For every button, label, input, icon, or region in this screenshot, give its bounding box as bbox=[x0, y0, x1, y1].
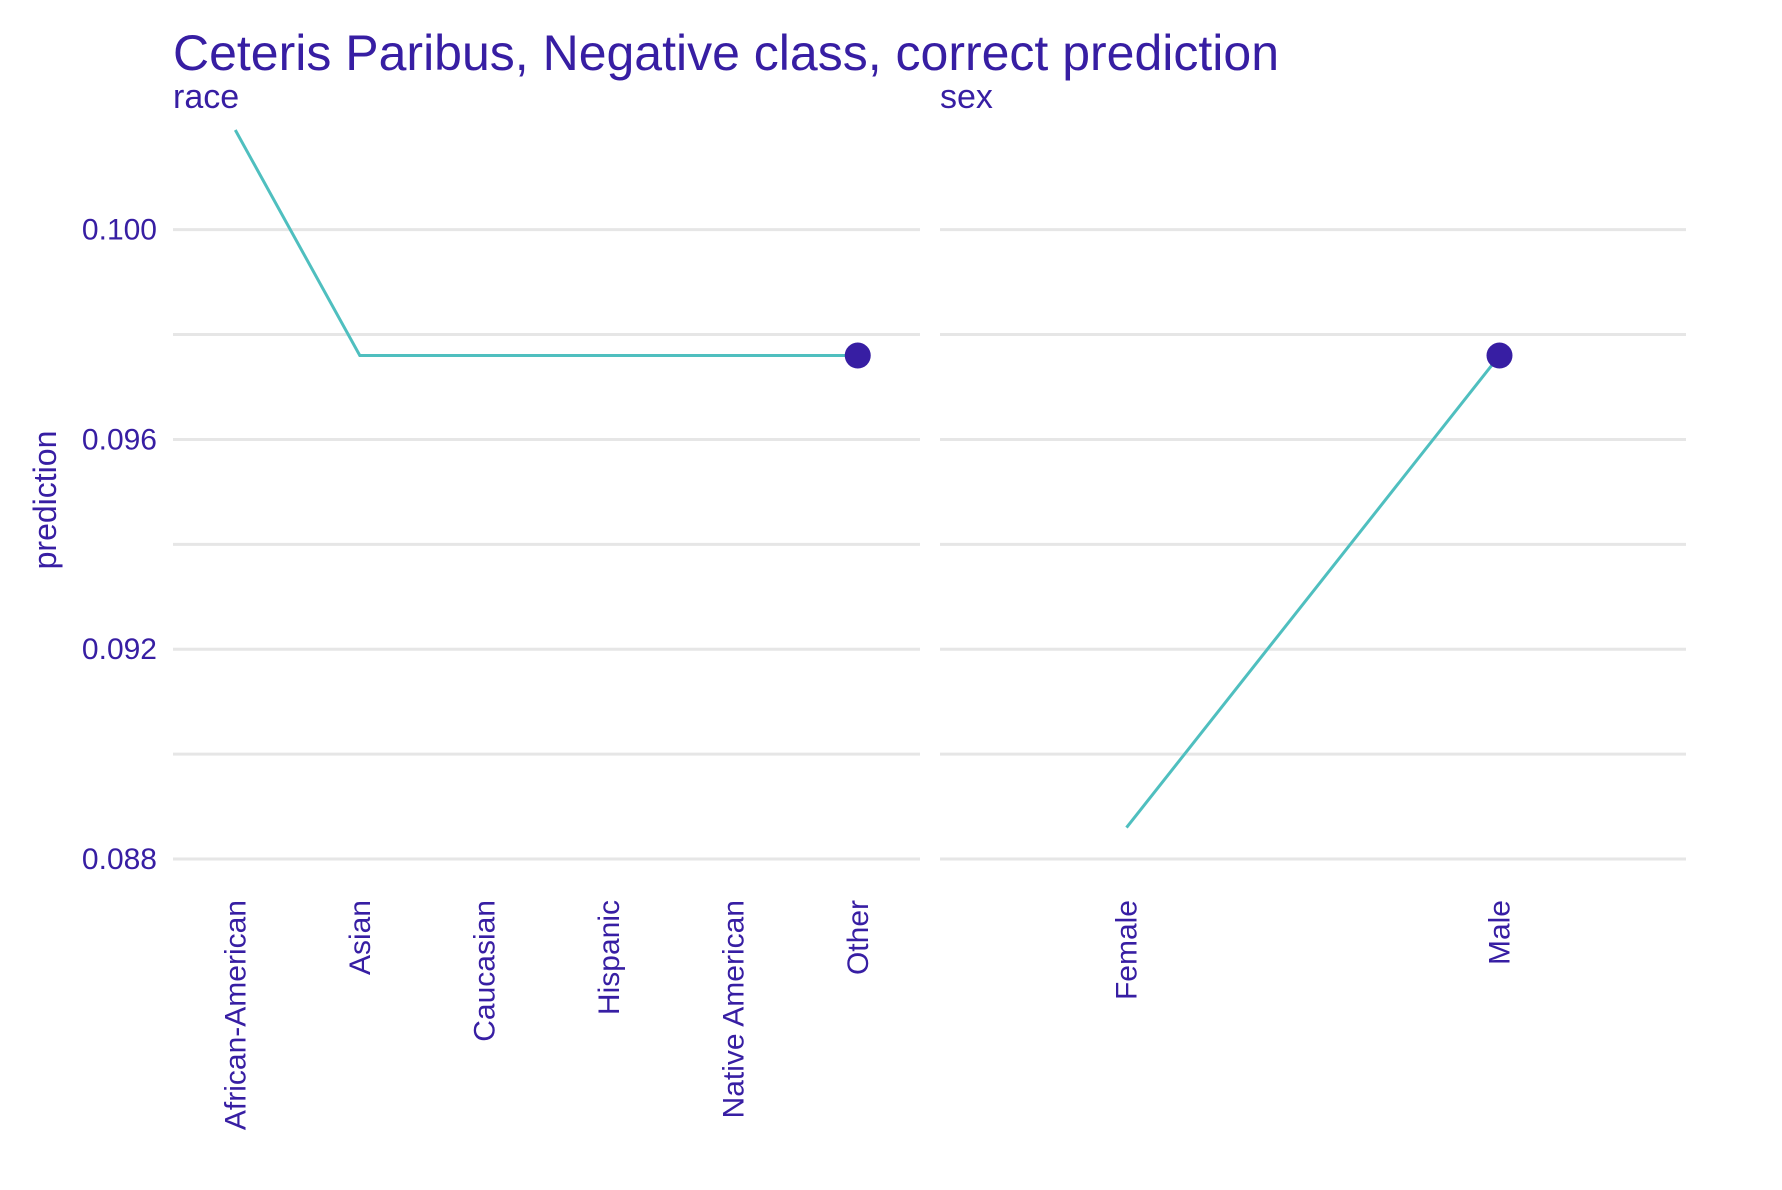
x-tick-label: Native American bbox=[717, 900, 750, 1118]
facet-panel-race: race African-American Asian Caucasian Hispan… bbox=[173, 78, 920, 1130]
facet-label: sex bbox=[940, 78, 993, 116]
x-tick-label: Male bbox=[1484, 900, 1517, 965]
x-tick-label: Caucasian bbox=[468, 900, 501, 1042]
x-tick-label: Other bbox=[842, 900, 875, 975]
facet-label: race bbox=[173, 78, 239, 116]
profile-line bbox=[233, 129, 858, 357]
profile-line bbox=[1125, 354, 1501, 829]
y-axis-title: prediction bbox=[27, 431, 63, 570]
chart-title: Ceteris Paribus, Negative class, correct… bbox=[173, 25, 1279, 81]
y-tick-label: 0.096 bbox=[82, 423, 157, 456]
observation-point bbox=[1486, 342, 1513, 369]
facet-panels: race African-American Asian Caucasian Hispan… bbox=[173, 78, 1686, 1130]
x-tick-label: Hispanic bbox=[593, 900, 626, 1015]
x-tick-label: African-American bbox=[219, 900, 252, 1130]
facet-panel-sex: sex Female Male bbox=[940, 78, 1686, 1000]
x-tick-label: Female bbox=[1111, 900, 1144, 1000]
x-tick-label: Asian bbox=[344, 900, 377, 975]
y-tick-label: 0.092 bbox=[82, 633, 157, 666]
y-tick-label: 0.100 bbox=[82, 214, 157, 247]
y-tick-label: 0.088 bbox=[82, 843, 157, 876]
observation-point bbox=[844, 342, 871, 369]
